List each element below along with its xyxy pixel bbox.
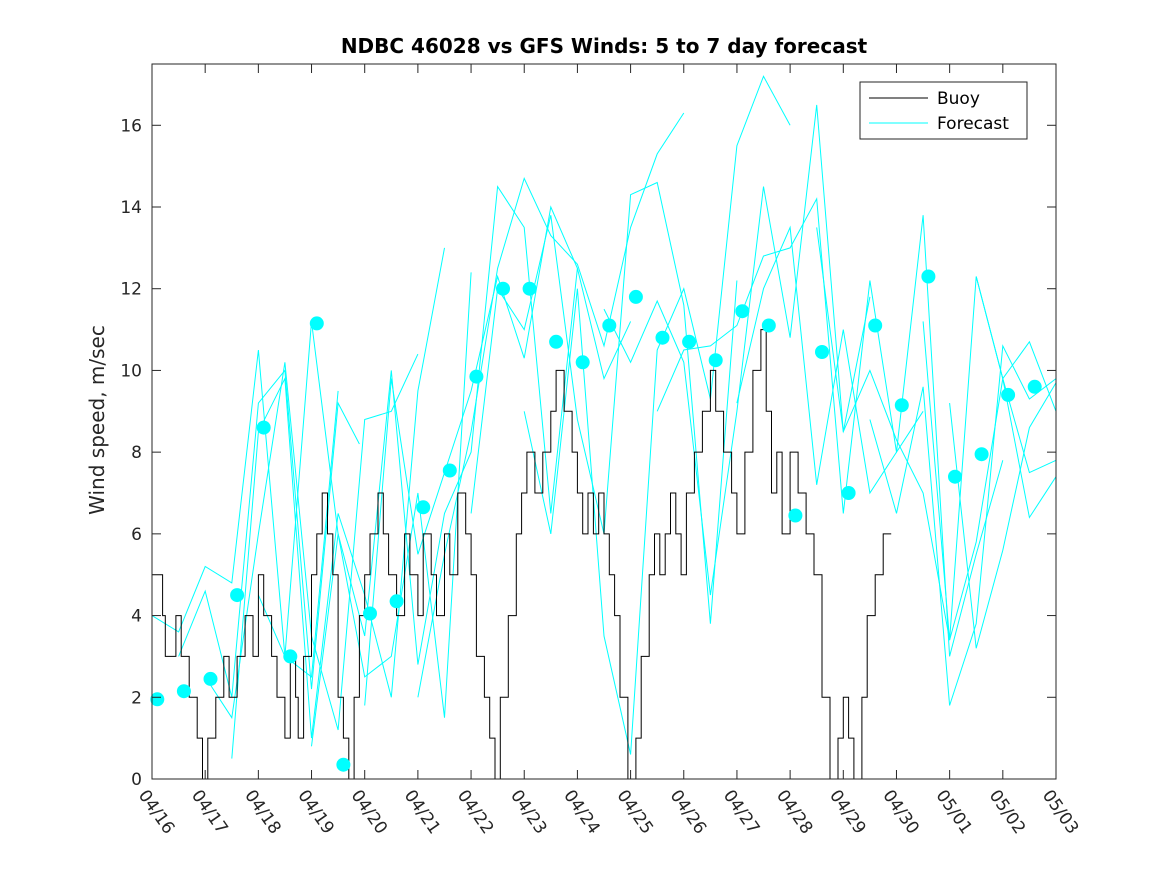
forecast-marker xyxy=(868,318,883,333)
legend-buoy-label: Buoy xyxy=(937,89,980,109)
y-tick-label: 10 xyxy=(120,361,142,381)
y-tick-label: 0 xyxy=(131,770,142,790)
forecast-marker xyxy=(708,353,723,368)
forecast-line-18 xyxy=(975,276,1057,519)
forecast-marker xyxy=(761,318,776,333)
buoy-line xyxy=(152,329,892,780)
forecast-marker xyxy=(788,508,803,523)
forecast-line-8 xyxy=(417,112,685,698)
forecast-line-5 xyxy=(257,272,472,718)
forecast-line-7 xyxy=(364,205,632,706)
forecast-marker xyxy=(682,334,697,349)
forecast-marker xyxy=(309,316,324,331)
forecast-line-11 xyxy=(603,104,871,596)
legend: Buoy Forecast xyxy=(859,81,1028,140)
forecast-marker xyxy=(496,281,510,296)
forecast-marker xyxy=(150,692,165,707)
forecast-line-10 xyxy=(523,75,791,755)
forecast-marker xyxy=(203,671,218,686)
y-tick-label: 6 xyxy=(131,525,142,545)
forecast-marker xyxy=(469,369,484,384)
y-tick-label: 4 xyxy=(131,607,142,627)
forecast-line-17 xyxy=(949,382,1057,649)
forecast-marker xyxy=(1027,379,1042,394)
forecast-marker xyxy=(256,420,271,435)
y-tick-label: 14 xyxy=(120,198,142,218)
y-tick-label: 8 xyxy=(131,443,142,463)
forecast-marker xyxy=(921,269,936,284)
y-tick-label: 2 xyxy=(131,688,142,708)
axes-box xyxy=(151,63,1057,780)
plot-background xyxy=(152,64,1056,779)
y-tick-label: 16 xyxy=(120,116,142,136)
forecast-marker xyxy=(602,318,617,333)
forecast-line-2 xyxy=(178,369,360,698)
y-axis-label: Wind speed, m/sec xyxy=(85,325,109,515)
forecast-marker xyxy=(974,447,989,462)
forecast-marker xyxy=(1001,387,1016,402)
forecast-marker xyxy=(628,289,643,304)
forecast-marker xyxy=(735,304,750,319)
forecast-marker xyxy=(336,757,351,772)
legend-box xyxy=(859,81,1028,140)
y-tick-label: 12 xyxy=(120,280,142,300)
forecast-marker xyxy=(894,398,909,413)
forecast-marker xyxy=(655,330,670,345)
forecast-line-15 xyxy=(869,344,1057,706)
forecast-lines xyxy=(151,75,1057,759)
forecast-marker xyxy=(176,684,191,699)
forecast-marker xyxy=(815,345,829,359)
forecast-line-13 xyxy=(736,215,1004,657)
chart-title: NDBC 46028 vs GFS Winds: 5 to 7 day fore… xyxy=(341,34,868,58)
forecast-marker xyxy=(416,500,431,515)
legend-forecast-label: Forecast xyxy=(937,114,1009,134)
forecast-markers xyxy=(150,269,1042,772)
forecast-marker xyxy=(841,486,856,500)
forecast-marker xyxy=(389,594,404,609)
forecast-marker xyxy=(575,355,590,370)
forecast-line-14 xyxy=(816,227,1057,641)
forecast-marker xyxy=(230,588,245,603)
forecast-marker xyxy=(522,281,537,296)
forecast-marker xyxy=(549,334,564,349)
forecast-marker xyxy=(283,649,298,664)
forecast-marker xyxy=(363,606,377,621)
forecast-line-12 xyxy=(656,197,924,514)
buoy-line-group xyxy=(152,329,892,780)
forecast-marker xyxy=(948,469,962,484)
forecast-marker xyxy=(442,463,457,478)
forecast-line-6 xyxy=(311,185,578,747)
